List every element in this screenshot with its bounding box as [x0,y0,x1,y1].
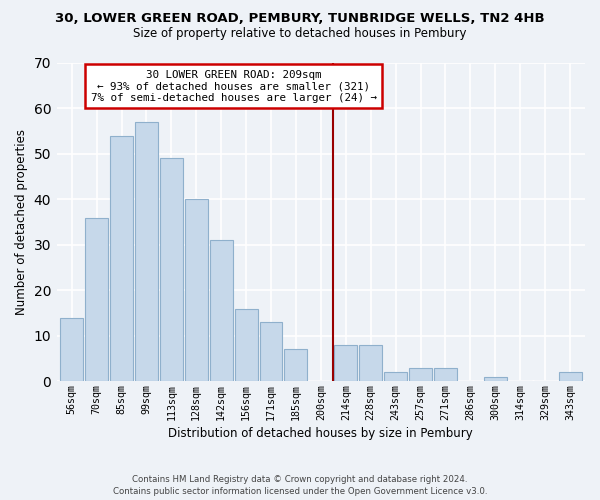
Bar [110,136,133,382]
Bar [260,322,283,382]
Text: Size of property relative to detached houses in Pembury: Size of property relative to detached ho… [133,28,467,40]
Bar [284,350,307,382]
Bar [60,318,83,382]
Bar [185,200,208,382]
Bar [559,372,581,382]
Bar [384,372,407,382]
Bar [334,345,357,382]
Bar [409,368,432,382]
Text: Contains HM Land Registry data © Crown copyright and database right 2024.
Contai: Contains HM Land Registry data © Crown c… [113,474,487,496]
Bar [135,122,158,382]
Bar [160,158,183,382]
Text: 30, LOWER GREEN ROAD, PEMBURY, TUNBRIDGE WELLS, TN2 4HB: 30, LOWER GREEN ROAD, PEMBURY, TUNBRIDGE… [55,12,545,26]
Bar [210,240,233,382]
Bar [484,376,507,382]
Text: 30 LOWER GREEN ROAD: 209sqm
← 93% of detached houses are smaller (321)
7% of sem: 30 LOWER GREEN ROAD: 209sqm ← 93% of det… [91,70,377,103]
X-axis label: Distribution of detached houses by size in Pembury: Distribution of detached houses by size … [169,427,473,440]
Y-axis label: Number of detached properties: Number of detached properties [15,129,28,315]
Bar [85,218,108,382]
Bar [434,368,457,382]
Bar [235,308,257,382]
Bar [359,345,382,382]
